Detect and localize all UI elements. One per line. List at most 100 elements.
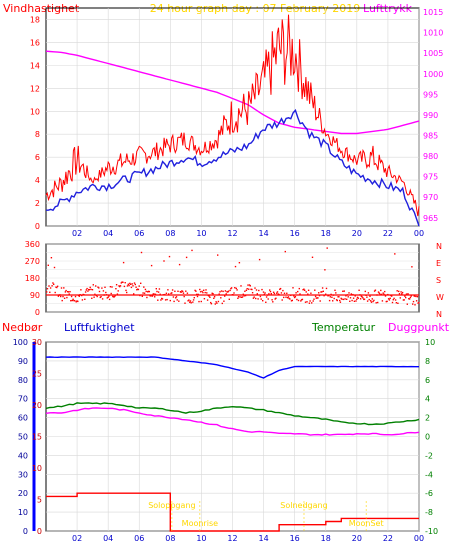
direction-point (111, 286, 113, 288)
direction-point (107, 296, 109, 298)
direction-point (373, 299, 375, 302)
direction-point (352, 297, 355, 299)
direction-point (105, 291, 107, 294)
direction-point (104, 286, 106, 288)
direction-point (350, 293, 352, 295)
direction-point (376, 294, 378, 296)
direction-point (266, 294, 269, 296)
direction-point (60, 287, 63, 289)
direction-point (399, 297, 401, 299)
direction-point (70, 295, 73, 298)
direction-point (55, 286, 57, 288)
direction-point (401, 293, 403, 295)
direction-point (143, 286, 145, 288)
direction-point (284, 250, 286, 253)
direction-point (196, 295, 199, 298)
direction-point (77, 300, 79, 303)
direction-point (156, 290, 158, 293)
sunset-label: Solnedgang (280, 501, 327, 510)
direction-point (138, 285, 140, 287)
direction-point (267, 298, 269, 300)
direction-point (153, 293, 155, 295)
direction-point (341, 298, 343, 300)
direction-point (181, 290, 183, 292)
direction-point (311, 302, 313, 304)
direction-point (133, 293, 135, 295)
direction-point (147, 291, 149, 293)
direction-point (384, 290, 386, 293)
direction-point (366, 300, 369, 302)
y-right-tick-label: 965 (423, 214, 438, 223)
direction-point (238, 262, 241, 264)
direction-point (87, 290, 89, 292)
direction-point (128, 284, 130, 287)
direction-point (346, 298, 348, 300)
temperature-tick-label: 4 (425, 395, 430, 404)
direction-point (105, 294, 108, 296)
direction-point (189, 300, 192, 302)
direction-point (296, 298, 298, 301)
direction-point (72, 298, 74, 300)
direction-point (401, 291, 404, 294)
direction-point (178, 300, 180, 302)
direction-point (265, 301, 267, 303)
direction-point (194, 289, 196, 292)
direction-point (54, 291, 56, 294)
direction-point (235, 287, 237, 290)
direction-point (254, 287, 256, 289)
direction-point (413, 295, 415, 297)
direction-point (352, 293, 354, 296)
direction-point (256, 293, 258, 295)
direction-point (337, 296, 339, 298)
y-right-tick-label: 985 (423, 132, 438, 141)
direction-point (290, 300, 293, 302)
direction-point (308, 302, 311, 304)
direction-point (225, 293, 227, 295)
direction-point (406, 303, 408, 305)
direction-point (149, 295, 151, 297)
direction-point (332, 294, 335, 296)
direction-point (272, 291, 275, 293)
direction-point (119, 285, 121, 288)
direction-point (279, 287, 282, 290)
direction-point (265, 296, 268, 298)
direction-point (61, 299, 63, 302)
direction-point (333, 297, 335, 300)
sunrise-label: Soloppgang (148, 501, 195, 510)
direction-point (164, 293, 166, 296)
direction-point (312, 300, 314, 302)
direction-point (241, 296, 244, 298)
direction-point (160, 299, 162, 301)
humidity-tick-label: 50 (18, 433, 28, 442)
direction-point (340, 297, 342, 300)
direction-point (318, 294, 321, 297)
direction-point (393, 297, 395, 300)
direction-point (394, 299, 397, 301)
direction-point (199, 288, 201, 291)
direction-point (91, 289, 94, 291)
direction-point (65, 289, 67, 292)
direction-point (306, 301, 308, 303)
direction-point (249, 285, 251, 287)
direction-point (370, 300, 372, 302)
direction-point (170, 292, 172, 295)
direction-point (210, 301, 212, 304)
direction-point (269, 290, 272, 293)
x-tick-label: 08 (165, 229, 175, 238)
y-left-tick-label: 12 (30, 84, 40, 93)
direction-point (185, 256, 188, 259)
humidity-tick-label: 30 (18, 470, 28, 479)
direction-point (415, 300, 418, 302)
direction-point (305, 291, 307, 293)
direction-point (227, 291, 229, 293)
direction-point (80, 289, 82, 291)
temperature-tick-label: -10 (425, 527, 438, 536)
direction-point (304, 301, 307, 303)
direction-point (335, 299, 338, 301)
direction-point (309, 300, 311, 302)
direction-point (251, 292, 254, 294)
direction-point (151, 295, 154, 297)
direction-point (171, 292, 173, 294)
direction-point (96, 295, 98, 298)
